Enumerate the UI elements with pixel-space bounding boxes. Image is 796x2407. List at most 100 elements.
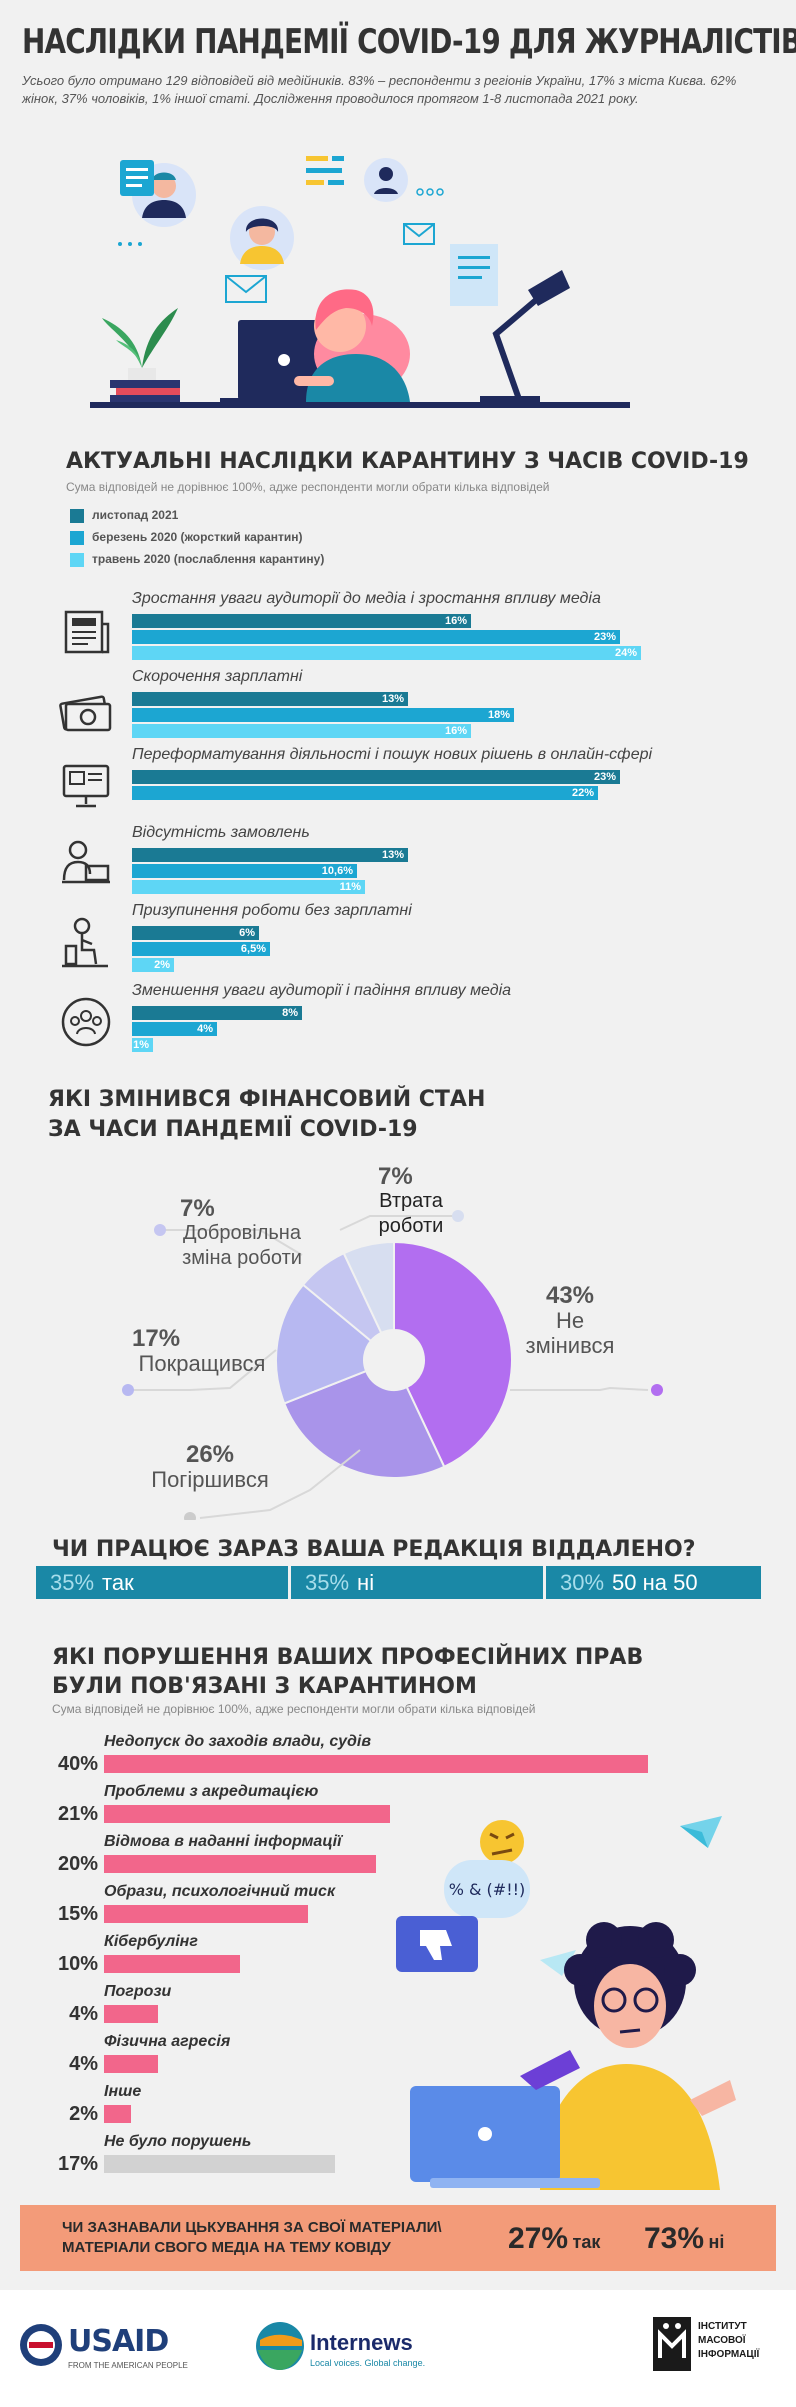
finance-title-line2: ЗА ЧАСИ ПАНДЕМІЇ COVID-19 xyxy=(48,1117,418,1142)
violations-title-line1: ЯКІ ПОРУШЕННЯ ВАШИХ ПРОФЕСІЙНИХ ПРАВ xyxy=(52,1645,644,1670)
pie-leader-dot xyxy=(154,1224,166,1236)
violation-pct: 2% xyxy=(69,2103,98,2125)
remote-segment-label: так xyxy=(102,1570,134,1595)
internews-tagline: Local voices. Global change. xyxy=(310,2358,426,2368)
usaid-tagline: FROM THE AMERICAN PEOPLE xyxy=(68,2361,188,2370)
stressed-journalist-illustration: % & (#!!) xyxy=(396,1816,736,2190)
pie-label-job-loss: 7% Втрата роботи xyxy=(366,1164,456,1239)
consequences-subtitle: Сума відповідей не дорівнює 100%, адже р… xyxy=(66,480,550,494)
legend-label-may2020: травень 2020 (послаблення карантину) xyxy=(92,552,325,566)
bar-mar2020: 6,5% xyxy=(132,942,270,956)
remote-title: ЧИ ПРАЦЮЄ ЗАРАЗ ВАША РЕДАКЦІЯ ВІДДАЛЕНО? xyxy=(52,1537,696,1562)
violation-label: Фізична агресія xyxy=(104,2033,231,2050)
legend-swatch-nov2021 xyxy=(70,508,84,523)
journalist-illustration xyxy=(540,1922,720,2190)
hero-illustration xyxy=(90,156,630,408)
pie-leader-line xyxy=(510,1386,649,1391)
violation-bar xyxy=(104,2005,158,2023)
category-title: Переформатування діяльності і пошук нови… xyxy=(132,746,653,763)
internews-name: Internews xyxy=(310,2330,413,2355)
legend-mar2020: березень 2020 (жорсткий карантин) xyxy=(70,530,303,545)
pie-slice-worse xyxy=(282,1369,446,1479)
bar-mar2020: 18% xyxy=(132,708,514,722)
pie-leader-line xyxy=(339,1215,456,1231)
pie-slice-unchanged xyxy=(393,1240,513,1469)
pie-leader-line xyxy=(199,1449,361,1519)
bar-nov2021: 13% xyxy=(132,848,408,862)
harassment-question: ЧИ ЗАЗНАВАЛИ ЦЬКУВАННЯ ЗА СВОЇ МАТЕРІАЛИ… xyxy=(62,2218,442,2258)
bar-nov2021: 8% xyxy=(132,1006,302,1020)
violation-bar xyxy=(104,1755,648,1773)
imi-line2: МАСОВОЇ xyxy=(698,2335,746,2346)
angry-emoji-icon xyxy=(480,1820,524,1864)
violation-label: Образи, психологічний тиск xyxy=(104,1883,336,1900)
bar-mar2020: 4% xyxy=(132,1022,217,1036)
pie-label-unchanged: 43% Не змінився xyxy=(515,1283,625,1358)
harassment-yes-pct: 27% xyxy=(508,2222,569,2255)
pie-name-better: Покращився xyxy=(138,1351,266,1376)
pie-leader-dot xyxy=(122,1384,134,1396)
legend-label-nov2021: листопад 2021 xyxy=(92,508,179,522)
thumbs-down-icon xyxy=(396,1916,478,1972)
pie-leader-dot xyxy=(651,1384,663,1396)
pie-name-voluntary: Добровільна зміна роботи xyxy=(182,1222,302,1269)
legend-swatch-may2020 xyxy=(70,552,84,567)
lamp-icon xyxy=(480,270,570,404)
violation-pct: 17% xyxy=(57,2153,98,2175)
audience-icon xyxy=(61,997,111,1047)
violation-pct: 21% xyxy=(57,1803,98,1825)
category-title: Зростання уваги аудиторії до медіа і зро… xyxy=(132,590,601,607)
imi-name: ІНСТИТУТ МАСОВОЇ ІНФОРМАЦІЇ xyxy=(698,2320,759,2362)
intro-text: Усього було отримано 129 відповідей від … xyxy=(22,73,737,106)
bar-nov2021: 6% xyxy=(132,926,259,940)
woman-illustration xyxy=(294,289,410,402)
pie-label-better: 17% Покращився xyxy=(132,1326,272,1376)
pointing-hand-right xyxy=(690,2080,736,2116)
violations-title-line2: БУЛИ ПОВ'ЯЗАНІ З КАРАНТИНОМ xyxy=(52,1674,477,1699)
usaid-seal-icon xyxy=(20,2324,62,2366)
violation-label: Кібербулінг xyxy=(104,1933,198,1950)
pie-leader-dot xyxy=(184,1512,196,1520)
envelope-icon-small xyxy=(403,223,435,245)
harassment-question-line2: МАТЕРІАЛИ СВОГО МЕДІА НА ТЕМУ КОВІДУ xyxy=(62,2239,391,2256)
bar-nov2021: 13% xyxy=(132,692,408,706)
finance-title-line1: ЯКІ ЗМІНИВСЯ ФІНАНСОВИЙ СТАН xyxy=(48,1087,486,1112)
violation-pct: 20% xyxy=(57,1853,98,1875)
pie-name-worse: Погіршився xyxy=(151,1467,269,1492)
pointing-hand-left xyxy=(520,2050,580,2090)
category-title: Призупинення роботи без зарплатні xyxy=(132,902,412,919)
bar-mar2020: 23% xyxy=(132,630,620,644)
bar-nov2021: 16% xyxy=(132,614,471,628)
bar-may2020: 1% xyxy=(132,1038,153,1052)
money-icon xyxy=(59,695,112,732)
pie-slice-better xyxy=(275,1283,373,1405)
violation-label: Проблеми з акредитацією xyxy=(104,1783,319,1800)
imi-line1: ІНСТИТУТ xyxy=(698,2321,747,2332)
violation-label: Погрози xyxy=(104,1983,172,2000)
pie-label-voluntary: 7% Добровільна зміна роботи xyxy=(168,1196,316,1271)
remote-segment-pct: 30% xyxy=(560,1570,605,1595)
pie-pct-voluntary: 7% xyxy=(180,1195,215,1222)
remote-segment-yes: 35% так xyxy=(36,1566,288,1599)
bar-may2020: 2% xyxy=(132,958,174,972)
remote-segment-label: 50 на 50 xyxy=(612,1570,698,1595)
remote-segment-no: 35% ні xyxy=(291,1566,543,1599)
swear-text: % & (#!!) xyxy=(449,1880,526,1899)
legend-may2020: травень 2020 (послаблення карантину) xyxy=(70,552,324,567)
consequences-title: АКТУАЛЬНІ НАСЛІДКИ КАРАНТИНУ З ЧАСІВ COV… xyxy=(66,449,749,474)
legend-swatch-mar2020 xyxy=(70,530,84,545)
pie-name-job-loss: Втрата роботи xyxy=(378,1190,444,1237)
violation-bar xyxy=(104,1955,240,1973)
violation-label: Недопуск до заходів влади, судів xyxy=(104,1733,371,1750)
text-lines-icon xyxy=(306,156,344,185)
envelope-icon xyxy=(225,275,267,303)
bar-may2020: 24% xyxy=(132,646,641,660)
harassment-question-line1: ЧИ ЗАЗНАВАЛИ ЦЬКУВАННЯ ЗА СВОЇ МАТЕРІАЛИ… xyxy=(62,2219,442,2236)
worker-laptop-icon xyxy=(62,840,110,884)
pie-name-unchanged: Не змінився xyxy=(525,1308,615,1358)
harassment-yes: 27% так xyxy=(508,2222,600,2256)
laptop-icon-violations xyxy=(410,2086,600,2188)
category-title: Відсутність замовлень xyxy=(132,824,310,841)
bar-may2020: 11% xyxy=(132,880,365,894)
violation-pct: 40% xyxy=(57,1753,98,1775)
